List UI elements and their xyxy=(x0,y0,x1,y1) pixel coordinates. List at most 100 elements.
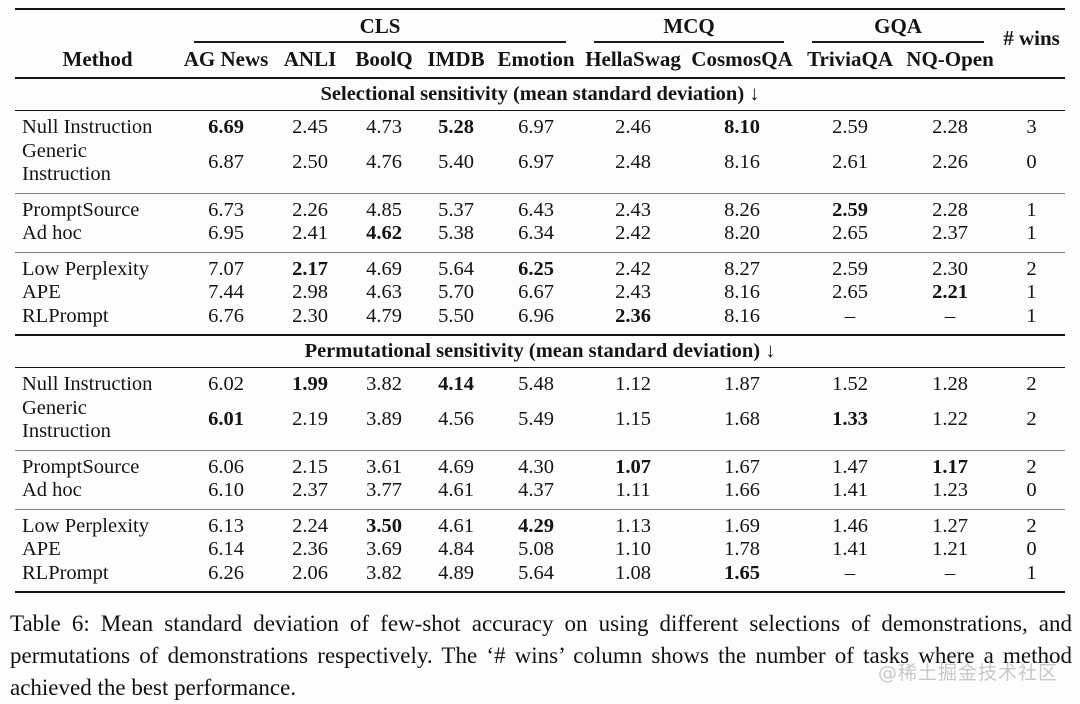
wins-cell: 1 xyxy=(1026,198,1037,221)
value-cell: 1.46 xyxy=(832,514,868,537)
value-cell: 1.65 xyxy=(724,561,760,584)
table-row: Null Instruction 6.02 1.99 3.82 4.14 5.48 1.12… xyxy=(15,368,1065,397)
wins-cell: 1 xyxy=(1026,281,1037,303)
column-group-header: GQA xyxy=(798,9,998,43)
value-cell: 1.41 xyxy=(832,538,868,560)
table-row: PromptSource 6.06 2.15 3.61 4.69 4.30 1.07 1.67… xyxy=(15,450,1065,479)
wins-cell: 2 xyxy=(1026,257,1037,280)
header-spacer-cell xyxy=(15,9,180,43)
value-cell: 5.48 xyxy=(518,373,554,395)
value-cell: 6.73 xyxy=(208,198,244,221)
value-cell: 1.69 xyxy=(724,514,760,537)
value-cell: 6.67 xyxy=(518,281,554,303)
value-cell: 5.38 xyxy=(438,222,474,244)
value-cell: 1.11 xyxy=(615,479,651,501)
value-cell: – xyxy=(844,304,856,327)
value-cell: 2.46 xyxy=(615,116,651,138)
watermark-text: @稀土掘金技术社区 xyxy=(877,662,1058,684)
value-cell: 6.10 xyxy=(208,479,244,501)
value-cell: 4.73 xyxy=(366,116,402,138)
row-group: PromptSource 6.73 2.26 4.85 5.37 6.43 2.43 8.26… xyxy=(15,193,1066,252)
value-cell: 2.59 xyxy=(832,257,868,280)
wins-cell: 0 xyxy=(1026,151,1037,174)
table-row: APE 7.44 2.98 4.63 5.70 6.67 2.43 8.16 2.65 2.21 1 xyxy=(15,281,1065,305)
value-cell: 6.69 xyxy=(208,116,244,138)
column-header: HellaSwag xyxy=(585,47,681,71)
row-group: PromptSource 6.06 2.15 3.61 4.69 4.30 1.07 1.67… xyxy=(15,450,1066,509)
value-cell: 2.43 xyxy=(615,198,651,221)
method-cell: Ad hoc xyxy=(22,222,82,244)
value-cell: 2.42 xyxy=(615,257,651,280)
value-cell: 2.59 xyxy=(832,198,868,221)
wins-cell: 2 xyxy=(1026,373,1037,395)
value-cell: 1.33 xyxy=(832,408,868,431)
value-cell: 3.89 xyxy=(366,408,402,431)
wins-cell: 2 xyxy=(1026,408,1037,431)
value-cell: 2.36 xyxy=(292,538,328,560)
wins-cell: 1 xyxy=(1026,304,1037,327)
table-row: Generic Instruction 6.87 2.50 4.76 5.40 6.97 2… xyxy=(15,140,1065,194)
value-cell: 2.36 xyxy=(615,304,651,327)
row-group: Low Perplexity 6.13 2.24 3.50 4.61 4.29 1.13 1.… xyxy=(15,509,1066,593)
table-row: PromptSource 6.73 2.26 4.85 5.37 6.43 2.43 8.26… xyxy=(15,193,1065,222)
value-cell: – xyxy=(944,561,956,584)
wins-cell: 1 xyxy=(1026,561,1037,584)
value-cell: 1.78 xyxy=(724,538,760,560)
value-cell: 4.85 xyxy=(366,198,402,221)
value-cell: 4.63 xyxy=(366,281,402,303)
value-cell: 2.15 xyxy=(292,455,328,478)
value-cell: 4.29 xyxy=(518,514,554,537)
group-rule: MCQ xyxy=(594,13,785,43)
value-cell: 2.45 xyxy=(292,116,328,138)
value-cell: 1.08 xyxy=(615,561,651,584)
value-cell: 1.23 xyxy=(932,479,968,501)
value-cell: 4.61 xyxy=(438,514,474,537)
value-cell: 7.44 xyxy=(208,281,244,303)
value-cell: 4.61 xyxy=(438,479,474,501)
wins-cell: 2 xyxy=(1026,514,1037,537)
table-row: Ad hoc 6.10 2.37 3.77 4.61 4.37 1.11 1.66 1.41 1.… xyxy=(15,479,1065,509)
value-cell: 3.82 xyxy=(366,373,402,395)
value-cell: 5.37 xyxy=(438,198,474,221)
table-row: APE 6.14 2.36 3.69 4.84 5.08 1.10 1.78 1.41 1.21 0 xyxy=(15,538,1065,562)
value-cell: 1.28 xyxy=(932,373,968,395)
value-cell: 1.66 xyxy=(724,479,760,501)
table-header: CLS MCQ GQA # wins Method AG News ANLI BoolQ IMD… xyxy=(15,9,1066,78)
value-cell: 5.50 xyxy=(438,304,474,327)
value-cell: 6.76 xyxy=(208,304,244,327)
method-header: Method xyxy=(62,47,133,71)
section-title: Permutational sensitivity (mean standard… xyxy=(304,340,776,362)
value-cell: 5.64 xyxy=(518,561,554,584)
value-cell: 6.97 xyxy=(518,116,554,138)
value-cell: 1.41 xyxy=(832,479,868,501)
wins-cell: 0 xyxy=(1026,538,1037,560)
value-cell: 2.41 xyxy=(292,222,328,244)
table-row: RLPrompt 6.76 2.30 4.79 5.50 6.96 2.36 8.16 – – 1 xyxy=(15,305,1065,336)
value-cell: 1.22 xyxy=(932,408,968,431)
column-header: ANLI xyxy=(283,47,337,71)
section-band: Selectional sensitivity (mean standard d… xyxy=(15,78,1066,111)
table-row: Generic Instruction 6.01 2.19 3.89 4.56 5.49 1… xyxy=(15,397,1065,451)
value-cell: 6.06 xyxy=(208,455,244,478)
method-cell: APE xyxy=(22,538,61,560)
value-cell: 2.37 xyxy=(292,479,328,501)
method-cell: APE xyxy=(22,281,61,303)
value-cell: 2.65 xyxy=(832,281,868,303)
value-cell: 2.37 xyxy=(932,222,968,244)
value-cell: 1.12 xyxy=(615,373,651,395)
method-cell: Ad hoc xyxy=(22,479,82,501)
table-row: RLPrompt 6.26 2.06 3.82 4.89 5.64 1.08 1.65 – – 1 xyxy=(15,562,1065,593)
value-cell: 1.15 xyxy=(615,408,651,431)
value-cell: 3.61 xyxy=(366,455,402,478)
value-cell: 4.56 xyxy=(438,408,474,431)
method-cell: PromptSource xyxy=(22,198,140,221)
method-cell: Null Instruction xyxy=(22,373,153,395)
value-cell: 3.50 xyxy=(366,514,402,537)
value-cell: 6.34 xyxy=(518,222,554,244)
section-band-row: Selectional sensitivity (mean standard d… xyxy=(15,78,1065,111)
value-cell: 2.43 xyxy=(615,281,651,303)
column-header: BoolQ xyxy=(355,47,413,71)
value-cell: 2.98 xyxy=(292,281,328,303)
method-cell: PromptSource xyxy=(22,455,140,478)
row-group: Null Instruction 6.69 2.45 4.73 5.28 6.97 2.46… xyxy=(15,111,1065,194)
